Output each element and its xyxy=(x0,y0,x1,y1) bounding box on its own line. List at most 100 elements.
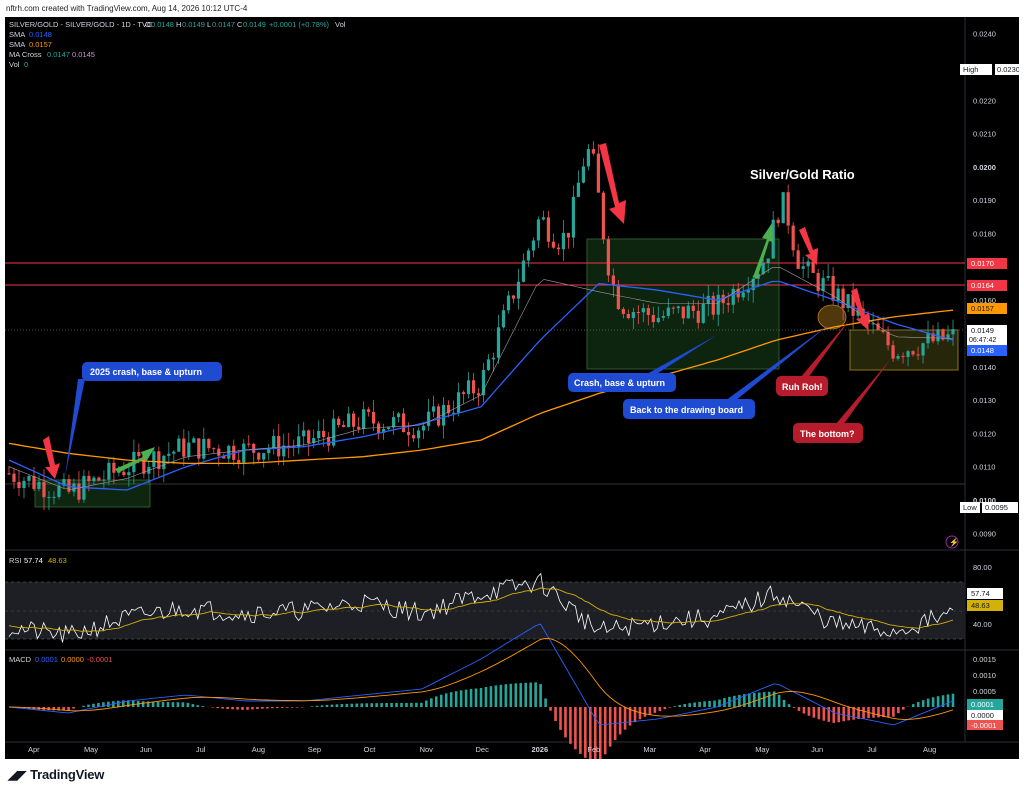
green-arrow-may xyxy=(753,223,773,279)
rsi-value-label: 57.74 xyxy=(971,589,990,598)
candle-body xyxy=(781,192,785,224)
macd-histogram-bar xyxy=(275,707,279,709)
price-tick-label: 0.0200 xyxy=(973,163,996,172)
low-label-box xyxy=(960,502,980,513)
candle-body xyxy=(921,343,925,356)
candle-body xyxy=(421,425,426,431)
time-tick-label: Feb xyxy=(587,745,600,754)
macd-histogram-bar xyxy=(902,707,905,710)
macd-histogram-bar xyxy=(767,691,771,707)
lightning-icon[interactable] xyxy=(945,535,959,549)
macd-histogram-bar xyxy=(738,694,741,707)
annotation-2025-pointer xyxy=(65,379,85,477)
annotation-ruhroh-text: Ruh Roh! xyxy=(782,382,823,392)
macd-histogram-bar xyxy=(882,707,885,718)
time-tick-label: May xyxy=(84,745,98,754)
macd-histogram-bar xyxy=(201,706,205,707)
candle-body xyxy=(771,219,775,259)
candle-body xyxy=(282,445,286,457)
candle-body xyxy=(951,329,955,335)
high-value-box xyxy=(995,64,1019,75)
time-axis[interactable]: Apr May Jun Jul Aug Sep Oct Nov Dec 2026 Feb Mar Apr… xyxy=(28,745,936,754)
macd-histogram-bar xyxy=(395,702,398,707)
rsi-lines-group xyxy=(8,572,954,643)
candle-body xyxy=(217,448,221,456)
breakdown-circle xyxy=(817,304,847,330)
macd-histogram-bar xyxy=(365,703,369,707)
macd-histogram-bar xyxy=(777,694,781,707)
chart-area[interactable]: 0.0240 0.0220 0.0210 0.0200 0.0190 0.0180 0.01… xyxy=(5,17,1019,759)
candle-body xyxy=(696,310,700,323)
candle-body xyxy=(721,294,725,304)
candle-body xyxy=(297,436,301,447)
candle-body xyxy=(97,477,101,481)
candle-body xyxy=(741,292,745,298)
candle-body xyxy=(941,329,945,340)
macd-histogram-bar xyxy=(141,701,145,707)
macd-histogram-bar xyxy=(464,689,468,707)
macd-histogram-bar xyxy=(926,698,930,707)
macd-histogram-bar xyxy=(688,703,691,707)
candle-body xyxy=(871,323,875,325)
macd-histogram-bar xyxy=(569,707,572,744)
candle-body xyxy=(761,262,765,274)
price-tick-label: 0.0210 xyxy=(973,130,996,139)
annotation-crash-pointer xyxy=(645,335,717,375)
macd-histogram-bar xyxy=(405,702,408,707)
macd-histogram-bar xyxy=(280,707,284,708)
macd-histogram-bar xyxy=(519,683,523,707)
candle-body xyxy=(42,481,46,498)
candle-body xyxy=(876,323,880,330)
tradingview-logo[interactable]: ◢◤ TradingView xyxy=(8,767,104,782)
macd-legend-hist: -0.0001 xyxy=(87,655,112,664)
macd-histogram-bar xyxy=(862,707,865,719)
label-0148-box xyxy=(967,345,1007,356)
candle-body xyxy=(896,356,900,359)
macd-histogram-bar xyxy=(703,701,706,707)
candle-body xyxy=(372,411,376,424)
legend-c-label: C xyxy=(237,20,243,29)
annotation-drawing-text: Back to the drawing board xyxy=(630,405,743,415)
annotation-bottom: The bottom? xyxy=(793,360,890,443)
candle-body xyxy=(262,453,266,460)
price-tick-label: 0.0130 xyxy=(973,396,996,405)
macd-histogram-bar xyxy=(72,707,75,709)
label-0149-text: 0.0149 xyxy=(971,326,994,335)
macd-histogram-bar xyxy=(211,707,215,708)
red-arrow-feb xyxy=(599,143,626,224)
candle-body xyxy=(62,479,66,486)
candle-body xyxy=(332,418,336,446)
macd-histogram-bar xyxy=(946,694,950,707)
macd-histogram-bar xyxy=(97,702,100,707)
candle-body xyxy=(791,225,795,251)
candle-body xyxy=(446,404,451,414)
candle-body xyxy=(666,307,670,317)
chart-svg[interactable]: 0.0240 0.0220 0.0210 0.0200 0.0190 0.0180 0.01… xyxy=(5,17,1019,759)
macd-histogram-bar xyxy=(196,705,200,707)
candle-body xyxy=(476,393,481,396)
candle-body xyxy=(416,430,421,439)
candle-body xyxy=(576,182,580,197)
macd-histogram-bar xyxy=(161,701,165,707)
candle-body xyxy=(212,448,216,450)
price-tick-label: 0.0120 xyxy=(973,429,996,438)
price-tick-label: 0.0100 xyxy=(973,496,996,505)
candle-body xyxy=(571,196,576,238)
rsi-legend-ma: 48.63 xyxy=(48,556,67,565)
macd-histogram-bar xyxy=(420,702,423,707)
candle-body xyxy=(441,404,446,426)
macd-histogram-bar xyxy=(921,700,925,707)
label-0148-text: 0.0148 xyxy=(971,346,994,355)
candle-body xyxy=(17,481,21,488)
footer xyxy=(0,759,1024,792)
macd-histogram-bar xyxy=(415,702,418,707)
candle-body xyxy=(401,413,406,433)
candle-body xyxy=(711,295,715,315)
candle-body xyxy=(851,294,855,316)
macd-histogram-bar xyxy=(584,707,587,758)
candle-body xyxy=(546,217,551,242)
label-0157-text: 0.0157 xyxy=(971,304,994,313)
rsi-legend-label: RSI xyxy=(9,556,22,565)
price-tick-label: 0.0140 xyxy=(973,363,996,372)
annotation-crash-base: Crash, base & upturn xyxy=(568,335,717,392)
